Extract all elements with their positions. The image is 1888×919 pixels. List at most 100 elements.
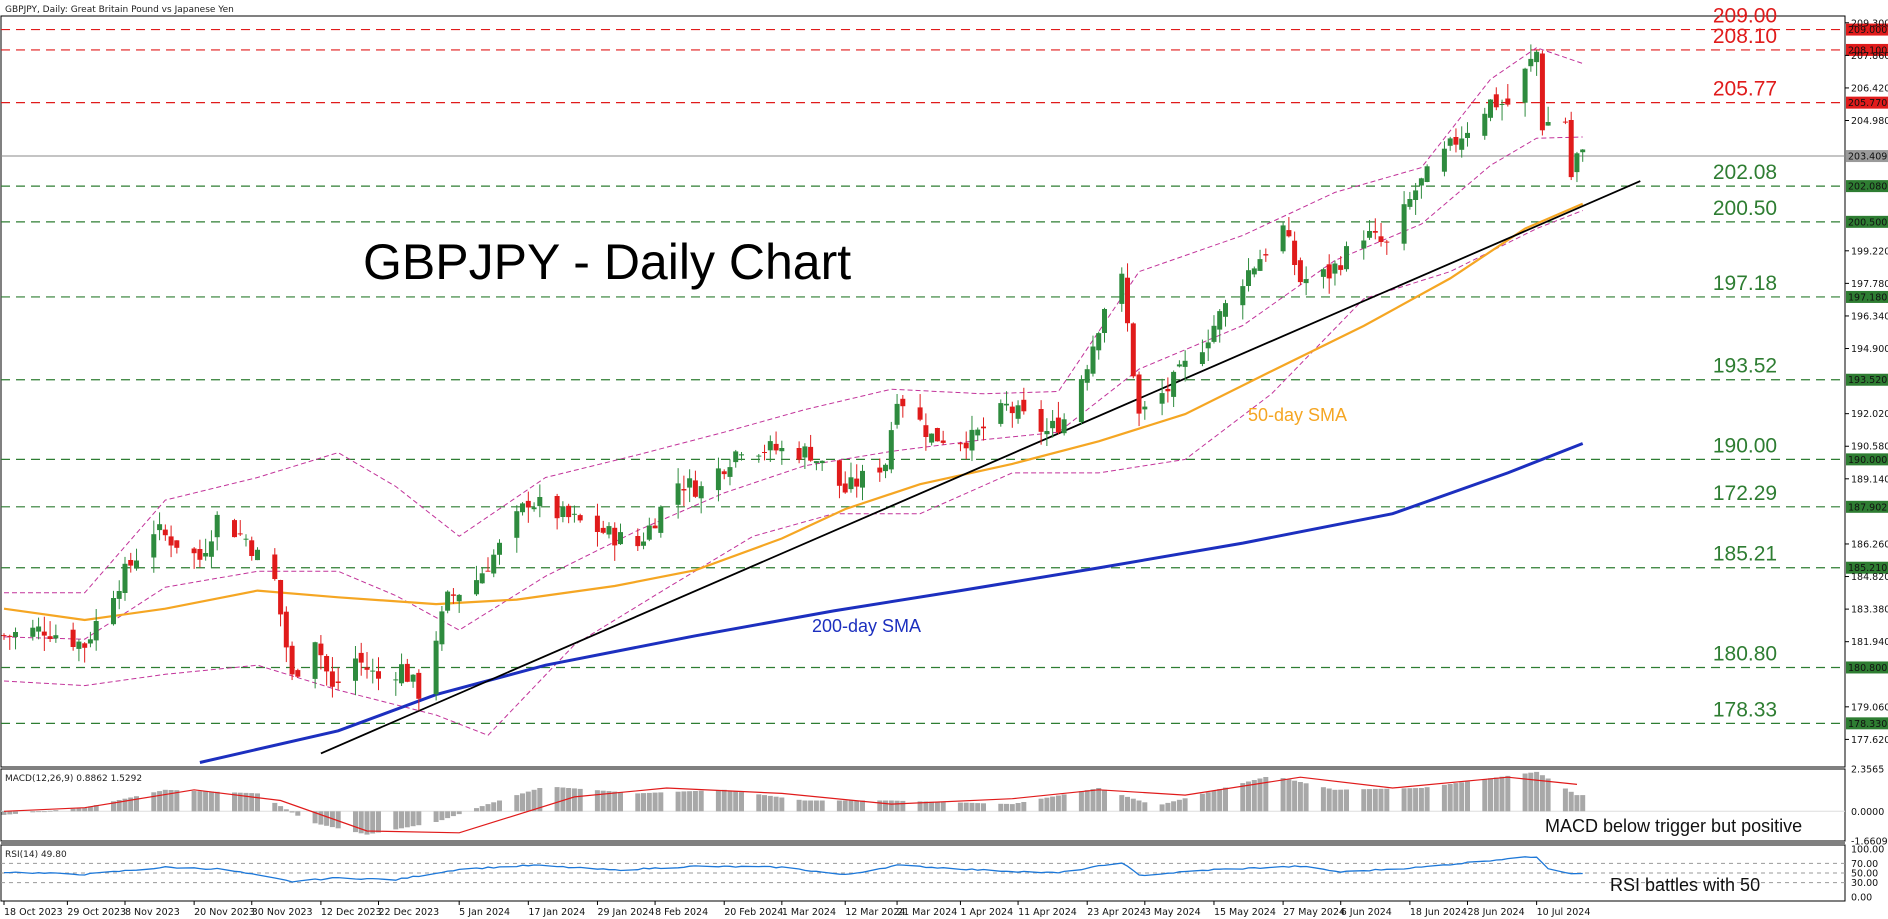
macd-histogram-bar (1182, 798, 1188, 812)
macd-histogram-bar (168, 790, 174, 812)
macd-histogram-bar (13, 811, 18, 814)
macd-histogram-bar (1418, 788, 1424, 812)
candle-bear (981, 426, 986, 429)
y-tick-label: 194.900 (1851, 344, 1888, 355)
candle-bull (675, 483, 681, 505)
macd-histogram-bar (1562, 788, 1568, 812)
level-price-tag-text: 209.000 (1848, 25, 1887, 36)
candle-bear (525, 500, 531, 508)
candle-bull (1015, 405, 1021, 419)
sma50-line (3, 202, 1584, 622)
macd-histogram-bar (773, 796, 779, 812)
candle-bear (237, 533, 243, 535)
macd-histogram-bar (969, 802, 975, 812)
level-price-tag-text: 208.100 (1848, 45, 1887, 56)
sma50-annotation: 50-day SMA (1248, 405, 1347, 425)
macd-histogram-bar (1159, 804, 1165, 812)
candle-bull (1240, 286, 1246, 306)
candle-bear (635, 536, 641, 547)
macd-histogram-bar (715, 790, 721, 812)
x-tick-label: 20 Feb 2024 (724, 907, 783, 918)
macd-histogram-bar (1574, 795, 1580, 812)
candle-bull (111, 598, 116, 625)
macd-histogram-bar (174, 790, 180, 812)
macd-histogram-bar (1090, 789, 1096, 812)
macd-histogram-bar (1251, 780, 1257, 812)
macd-histogram-bar (450, 811, 456, 817)
macd-histogram-bar (76, 808, 82, 812)
x-tick-label: 29 Oct 2023 (67, 907, 126, 918)
macd-histogram-bar (796, 799, 802, 812)
macd-histogram-bar (1534, 771, 1540, 812)
macd-histogram-bar (1568, 791, 1574, 812)
candle-bull (474, 580, 479, 595)
candle-bull (433, 640, 439, 695)
macd-histogram-bar (404, 811, 410, 828)
candle-bear (957, 443, 963, 445)
candle-bull (1488, 99, 1493, 118)
macd-histogram-bar (600, 790, 606, 812)
macd-tick-label: 2.3565 (1851, 765, 1884, 776)
macd-histogram-bar (998, 803, 1004, 812)
macd-histogram-bar (860, 800, 865, 812)
candle-bear (249, 540, 255, 556)
macd-histogram-bar (191, 790, 197, 812)
candle-bear (485, 570, 491, 572)
macd-histogram-bar (594, 790, 600, 812)
x-tick-label: 18 Jun 2024 (1410, 907, 1467, 918)
candle-bear (836, 460, 842, 486)
candle-bear (168, 536, 174, 546)
rsi-line (4, 856, 1583, 883)
macd-histogram-bar (957, 802, 963, 812)
level-price-tag (1846, 43, 1888, 56)
level-price-tag (1846, 180, 1888, 193)
candle-bull (1096, 333, 1102, 351)
macd-histogram-bar (1482, 779, 1488, 812)
rsi-tick-label: 0.00 (1851, 893, 1872, 904)
candle-bull (1050, 420, 1056, 429)
candle-bear (1009, 406, 1015, 414)
candle-bull (1332, 263, 1338, 274)
y-tick-label: 207.860 (1851, 51, 1888, 62)
x-tick-label: 1 Mar 2024 (782, 907, 836, 918)
candle-bull (1246, 270, 1251, 286)
candle-bull (1303, 279, 1309, 284)
candle-bull (756, 455, 762, 457)
macd-histogram-bar (1580, 795, 1586, 812)
current-price-text: 203.409 (1848, 152, 1887, 163)
macd-histogram-bar (733, 791, 739, 812)
level-label: 172.29 (1713, 482, 1777, 505)
macd-histogram-bar (917, 801, 923, 812)
macd-histogram-bar (1, 811, 7, 815)
candle-bear (854, 478, 860, 487)
macd-histogram-bar (214, 791, 220, 812)
candle-bull (1441, 148, 1447, 172)
macd-histogram-bar (1326, 788, 1332, 812)
candle-bear (566, 505, 572, 518)
macd-histogram-bar (36, 811, 42, 813)
level-price-tag (1846, 717, 1888, 730)
macd-histogram-bar (635, 793, 641, 812)
candle-bull (1499, 104, 1505, 105)
candle-bull (1465, 132, 1470, 138)
macd-histogram-bar (1096, 788, 1102, 812)
candle-bull (353, 658, 358, 681)
macd-histogram-bar (1303, 783, 1309, 812)
macd-histogram-bar (324, 811, 330, 826)
macd-histogram-bar (1367, 789, 1372, 812)
macd-histogram-bar (1246, 781, 1251, 812)
sma200-annotation: 200-day SMA (812, 616, 921, 636)
macd-histogram-bar (981, 803, 986, 812)
macd-histogram-bar (1407, 788, 1413, 812)
candle-bear (1292, 240, 1298, 265)
level-price-tag-text: 187.902 (1848, 502, 1887, 513)
candle-bear (808, 446, 814, 461)
macd-histogram-bar (1021, 802, 1027, 812)
bollinger-middle (3, 136, 1583, 640)
macd-histogram-bar (7, 811, 13, 815)
macd-histogram-bar (554, 787, 560, 812)
x-tick-label: 11 Apr 2024 (1018, 907, 1077, 918)
macd-histogram-bar (975, 803, 981, 812)
moving-averages (3, 180, 1641, 764)
candle-bull (819, 460, 825, 464)
